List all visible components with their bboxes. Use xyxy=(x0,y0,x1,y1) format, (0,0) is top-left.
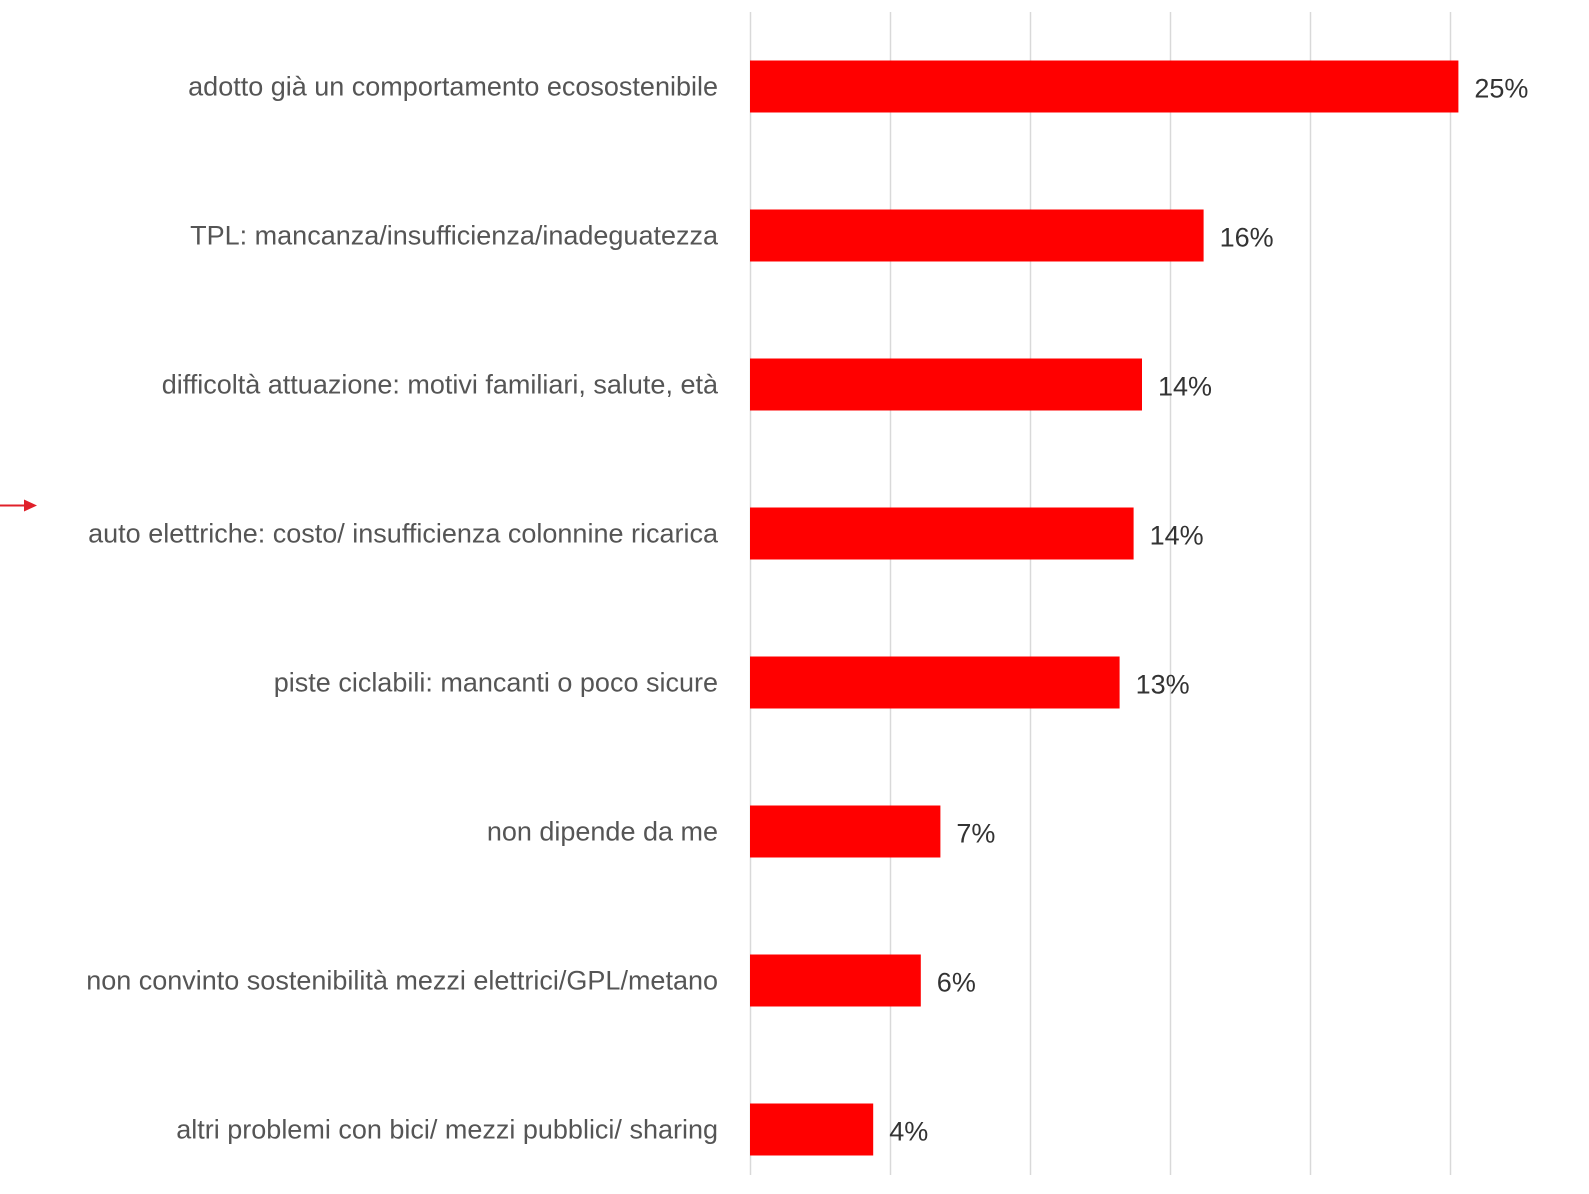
bars xyxy=(750,60,1459,1156)
data-label: 6% xyxy=(937,968,976,998)
annotation-arrow-head xyxy=(24,499,37,512)
category-labels: adotto già un comportamento ecosostenibi… xyxy=(86,72,719,1145)
category-label: TPL: mancanza/insufficienza/inadeguatezz… xyxy=(190,221,719,251)
bar xyxy=(750,805,941,858)
value-labels: 25% 16% 14% 14% 13% 7% 6% 4% xyxy=(889,74,1528,1147)
data-label: 25% xyxy=(1474,74,1528,104)
category-label: non dipende da me xyxy=(487,817,718,847)
bar xyxy=(750,507,1134,560)
data-label: 13% xyxy=(1136,670,1190,700)
bar xyxy=(750,1103,874,1156)
bar xyxy=(750,60,1459,113)
bar xyxy=(750,209,1204,262)
annotations xyxy=(0,499,37,512)
data-label: 14% xyxy=(1150,521,1204,551)
bar xyxy=(750,656,1120,709)
bar xyxy=(750,954,921,1007)
category-label: adotto già un comportamento ecosostenibi… xyxy=(188,72,718,102)
data-label: 16% xyxy=(1220,223,1274,253)
category-label: auto elettriche: costo/ insufficienza co… xyxy=(88,519,719,549)
data-label: 7% xyxy=(956,819,995,849)
category-label: altri problemi con bici/ mezzi pubblici/… xyxy=(176,1115,718,1145)
data-label: 14% xyxy=(1158,372,1212,402)
category-label: non convinto sostenibilità mezzi elettri… xyxy=(86,966,718,996)
category-label: difficoltà attuazione: motivi familiari,… xyxy=(162,370,719,400)
category-label: piste ciclabili: mancanti o poco sicure xyxy=(274,668,718,698)
data-label: 4% xyxy=(889,1117,928,1147)
bar xyxy=(750,358,1142,411)
